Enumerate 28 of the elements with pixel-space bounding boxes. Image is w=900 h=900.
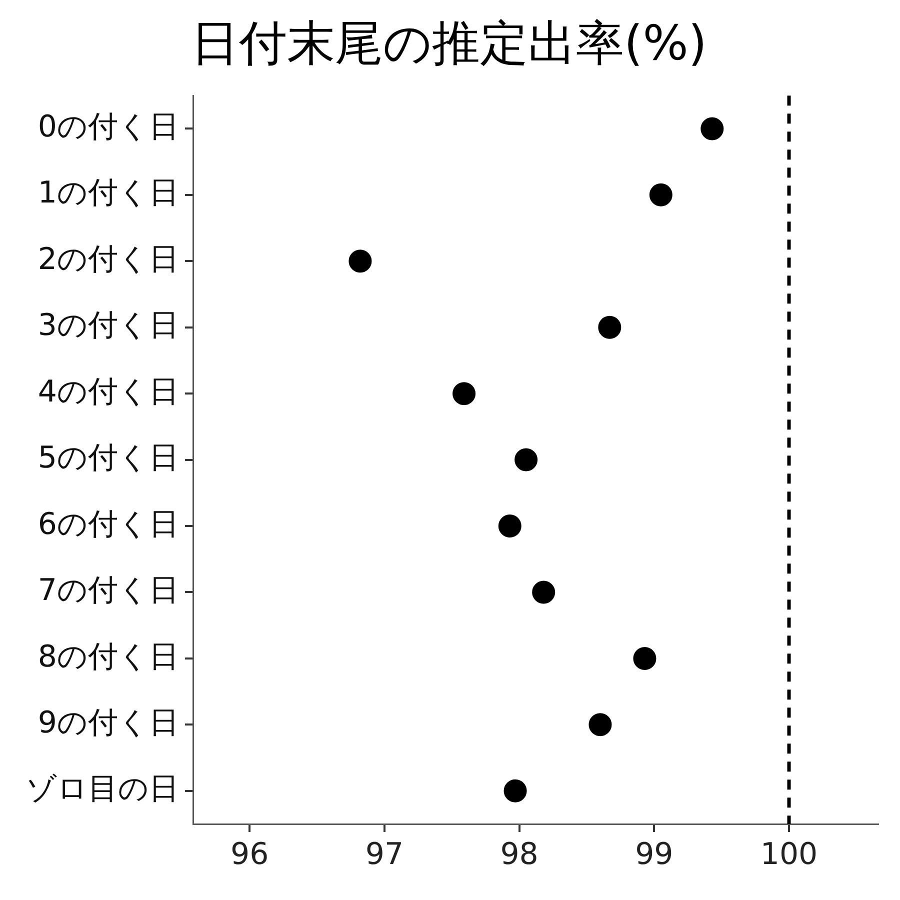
x-tick-label: 99: [635, 836, 674, 872]
y-tick-label: 8の付く日: [38, 639, 179, 674]
point: [588, 713, 612, 736]
y-tick-label: 2の付く日: [38, 242, 179, 277]
chart-title: 日付末尾の推定出率(%): [190, 15, 708, 72]
y-tick-label: 6の付く日: [38, 506, 179, 542]
y-tick-label: 3の付く日: [38, 308, 179, 344]
point: [504, 779, 527, 802]
y-tick-label: 4の付く日: [38, 374, 179, 410]
y-tick-label: 9の付く日: [38, 705, 179, 740]
x-tick-label: 98: [500, 836, 538, 872]
x-tick-label: 97: [365, 836, 404, 872]
y-tick-label: ゾロ目の日: [26, 772, 179, 807]
x-tick-label: 100: [760, 836, 818, 872]
point: [633, 646, 656, 670]
point: [598, 316, 622, 339]
y-tick-label: 1の付く日: [38, 176, 179, 211]
point: [348, 250, 372, 273]
y-tick-label: 5の付く日: [38, 440, 179, 476]
y-tick-label: 7の付く日: [38, 573, 179, 608]
point: [514, 448, 538, 472]
point: [700, 117, 724, 140]
point: [649, 183, 672, 206]
x-tick-label: 96: [230, 836, 269, 872]
y-tick-label: 0の付く日: [38, 110, 179, 145]
point: [532, 580, 556, 604]
point: [498, 514, 522, 538]
point: [452, 382, 476, 406]
